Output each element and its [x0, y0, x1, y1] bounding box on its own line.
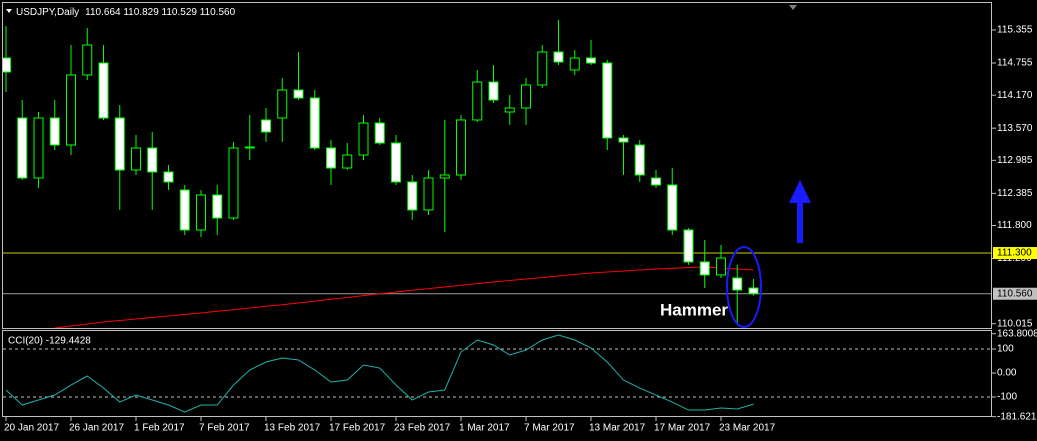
y-tick-label: -181.6217	[997, 411, 1037, 422]
candle-body	[66, 74, 76, 146]
candle-body	[17, 117, 28, 179]
x-tick-label: 17 Mar 2017	[654, 423, 711, 434]
candle-body	[748, 287, 759, 295]
candle-body	[667, 184, 678, 231]
candle-body	[212, 194, 223, 219]
price-label: 110.560	[997, 288, 1033, 299]
candle-body	[472, 81, 483, 121]
candle-body	[553, 51, 564, 63]
candle-body	[456, 119, 466, 176]
x-tick-label: 1 Feb 2017	[134, 423, 185, 434]
candle-body	[634, 144, 645, 176]
candle-body	[586, 57, 596, 64]
shift-marker	[789, 5, 797, 10]
y-tick-label: 114.755	[997, 58, 1033, 69]
y-tick-label: 111.800	[997, 220, 1032, 231]
candle-body	[504, 107, 515, 113]
cci-title: CCI(20) -129.4428	[8, 336, 91, 347]
x-tick-label: 17 Feb 2017	[329, 423, 386, 434]
x-tick-label: 1 Mar 2017	[459, 423, 510, 434]
candle-body	[683, 229, 694, 263]
price-label: 111.300	[997, 248, 1032, 259]
y-tick-label: 110.015	[997, 318, 1033, 329]
candle-body	[33, 117, 44, 179]
candle-body	[98, 62, 109, 119]
candle-body	[261, 119, 271, 133]
candle-body	[423, 177, 434, 211]
highlight-ellipse	[726, 246, 762, 328]
candle-body	[521, 84, 531, 109]
menu-triangle	[6, 9, 12, 13]
annotation: Hammer	[660, 300, 728, 319]
cci-plot	[3, 334, 991, 413]
candle-body	[651, 177, 661, 186]
y-tick-label: 115.355	[997, 25, 1033, 36]
y-tick-label: 100	[997, 344, 1014, 355]
main-panel	[2, 2, 992, 329]
candle-body	[228, 147, 239, 219]
candle-body	[82, 44, 93, 76]
candle-body	[407, 181, 418, 211]
chart-subtitle: 110.664 110.829 110.529 110.560	[85, 7, 235, 18]
y-tick-label: 0.00	[997, 368, 1017, 379]
candle-body	[309, 97, 320, 149]
candle-body	[3, 57, 11, 73]
price-label-box	[993, 247, 1037, 260]
price-label-box	[993, 287, 1037, 300]
x-tick-label: 20 Jan 2017	[4, 423, 59, 434]
y-tick-label: 112.985	[997, 155, 1033, 166]
moving-average	[54, 266, 754, 328]
candle-body	[699, 261, 710, 276]
candle-body	[179, 189, 190, 231]
candle-body	[147, 147, 158, 173]
candle-body	[49, 117, 60, 146]
x-tick-label: 7 Feb 2017	[199, 423, 250, 434]
candle-body	[391, 142, 401, 183]
candle-body	[716, 257, 726, 276]
chart-title: USDJPY,Daily	[16, 7, 79, 18]
candle-body	[537, 51, 548, 86]
cci-line	[5, 334, 754, 413]
y-tick-label: 113.570	[997, 123, 1033, 134]
candle-body	[277, 89, 288, 119]
main-plot	[3, 19, 991, 328]
candle-body	[439, 174, 450, 179]
y-tick-label: -100	[997, 392, 1017, 403]
y-tick-label: 112.385	[997, 188, 1033, 199]
up-arrow	[789, 180, 811, 243]
candle-body	[163, 171, 174, 183]
candle-body	[342, 154, 353, 169]
x-tick-label: 7 Mar 2017	[524, 423, 575, 434]
x-tick-label: 13 Mar 2017	[589, 423, 646, 434]
candle-body	[114, 117, 125, 171]
candle-body	[618, 137, 629, 143]
y-tick-label: 163.8008	[997, 328, 1037, 339]
candle-body	[131, 147, 141, 171]
x-tick-label: 26 Jan 2017	[69, 423, 124, 434]
cci-panel	[2, 330, 992, 417]
candle-body	[326, 147, 336, 169]
y-tick-label: 114.170	[997, 90, 1033, 101]
candle-body	[196, 194, 206, 231]
candle-body	[569, 57, 580, 71]
candle-body	[488, 81, 499, 101]
x-tick-label: 23 Mar 2017	[719, 423, 776, 434]
x-tick-label: 13 Feb 2017	[264, 423, 321, 434]
axes: 115.355 114.755 114.170 113.570 112.985 112.3…	[4, 25, 1037, 434]
candle-body	[732, 277, 743, 291]
candle-body	[374, 122, 385, 144]
candle-body	[244, 146, 255, 149]
chart-header: USDJPY,Daily 110.664 110.829 110.529 110.…	[16, 7, 236, 18]
candle-body	[293, 89, 304, 99]
candle-body	[602, 62, 613, 139]
x-tick-label: 23 Feb 2017	[394, 423, 451, 434]
candle-body	[358, 122, 369, 156]
